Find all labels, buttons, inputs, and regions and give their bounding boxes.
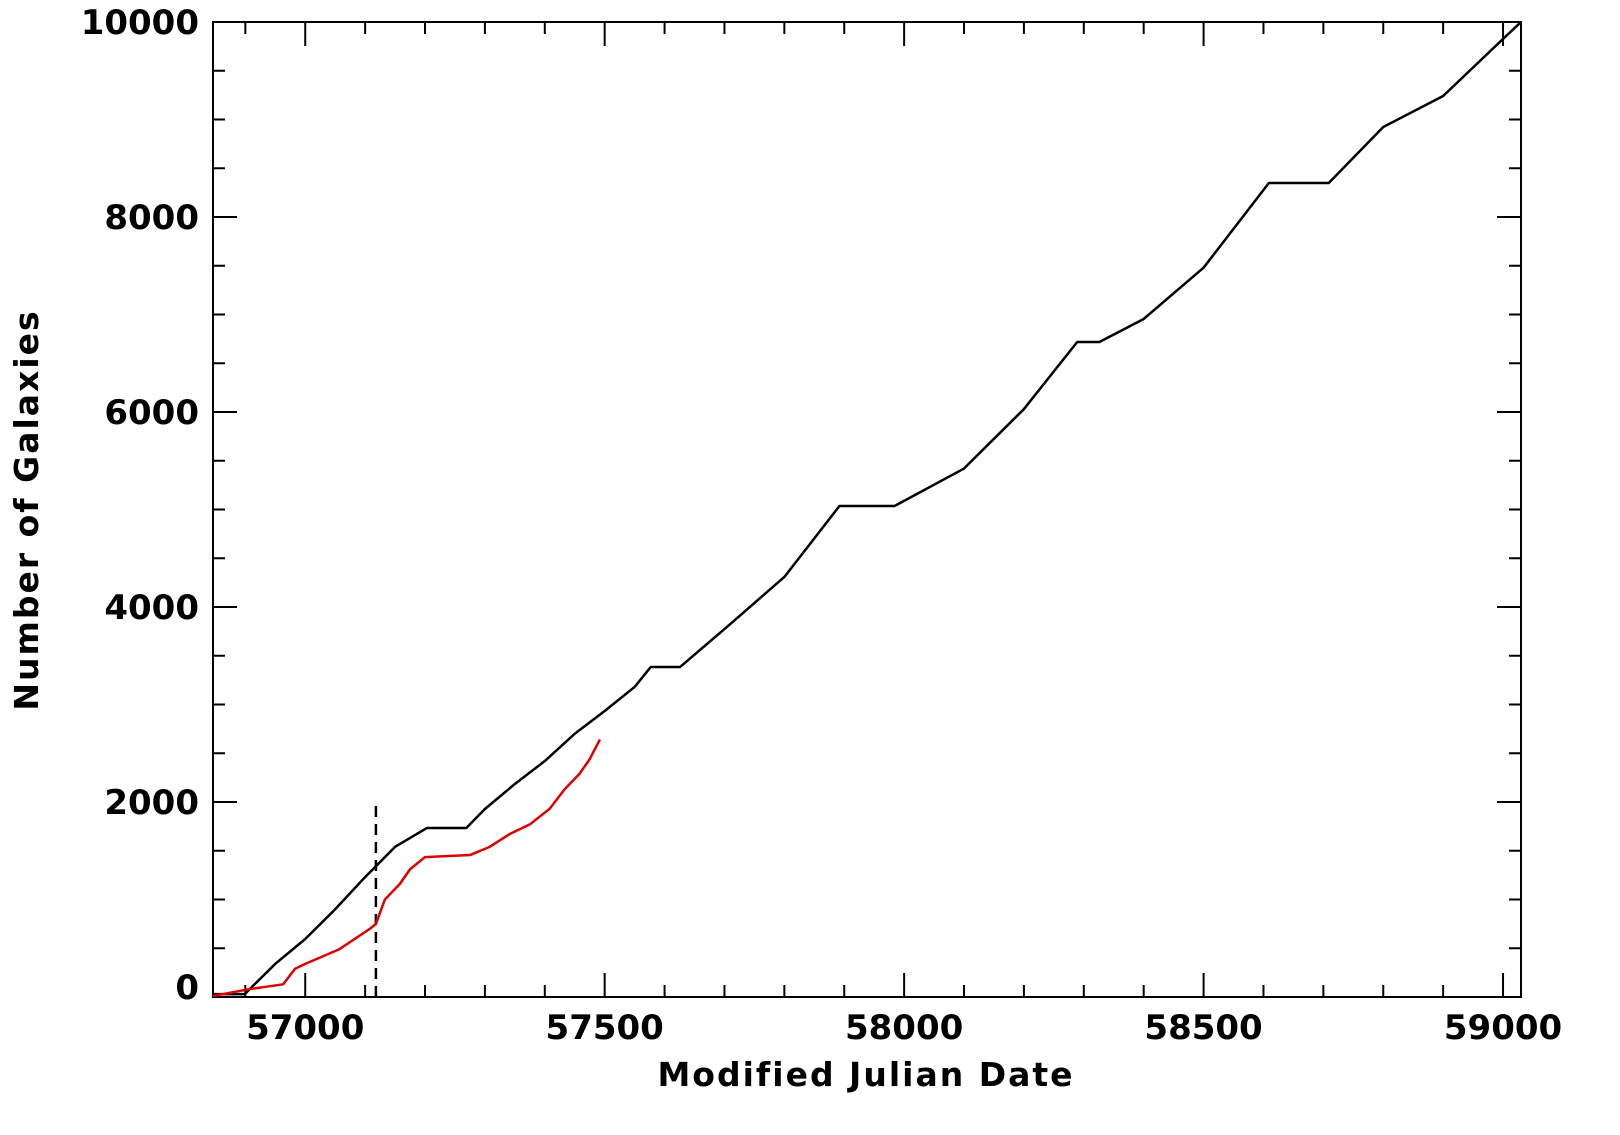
y-tick-label: 0 (175, 968, 199, 1008)
x-tick-label: 57500 (546, 1008, 664, 1048)
line (212, 739, 601, 998)
y-tick-label: 10000 (81, 3, 199, 43)
x-axis-label: Modified Julian Date (657, 1055, 1074, 1094)
x-tick-label: 59000 (1444, 1008, 1562, 1048)
x-tick-label: 58500 (1144, 1008, 1262, 1048)
y-tick-label: 8000 (104, 198, 199, 238)
plot-frame (212, 21, 1522, 998)
line (213, 21, 1522, 996)
y-axis-label: Number of Galaxies (7, 309, 46, 710)
y-tick-label: 2000 (104, 783, 199, 823)
y-tick-label: 6000 (104, 393, 199, 433)
x-tick-label: 57000 (246, 1008, 364, 1048)
y-tick-label: 4000 (104, 588, 199, 628)
x-tick-label: 58000 (845, 1008, 963, 1048)
